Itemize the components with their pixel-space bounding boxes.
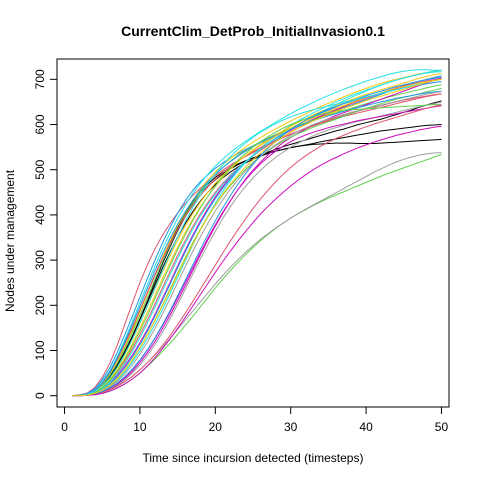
plot-box <box>56 58 450 408</box>
x-tick-label: 50 <box>435 420 449 434</box>
y-tick-label: 200 <box>33 295 47 315</box>
series-line-3 <box>72 138 442 397</box>
y-tick-label: 0 <box>33 392 47 399</box>
series-line-15 <box>72 78 442 397</box>
x-axis-label: Time since incursion detected (timesteps… <box>143 451 364 465</box>
x-tick-label: 10 <box>133 420 147 434</box>
series-line-29 <box>72 125 442 397</box>
y-tick-label: 500 <box>33 159 47 179</box>
series-line-9 <box>72 69 442 397</box>
series-line-25 <box>72 104 442 397</box>
y-tick-label: 100 <box>33 340 47 360</box>
series-line-30 <box>72 78 442 397</box>
series-line-7 <box>72 69 442 397</box>
chart-title: CurrentClim_DetProb_InitialInvasion0.1 <box>121 23 385 39</box>
x-tick-label: 40 <box>359 420 373 434</box>
plot-lines <box>72 69 442 397</box>
y-tick-label: 300 <box>33 250 47 270</box>
y-tick-label: 400 <box>33 205 47 225</box>
series-line-26 <box>72 103 442 397</box>
x-tick-label: 0 <box>61 420 68 434</box>
series-line-16 <box>72 73 442 397</box>
series-line-28 <box>72 78 442 397</box>
x-tick-label: 20 <box>209 420 223 434</box>
y-axis-label: Nodes under management <box>3 169 17 312</box>
y-tick-label: 600 <box>33 114 47 134</box>
series-line-21 <box>72 71 442 397</box>
x-tick-label: 30 <box>284 420 298 434</box>
y-tick-label: 700 <box>33 69 47 89</box>
